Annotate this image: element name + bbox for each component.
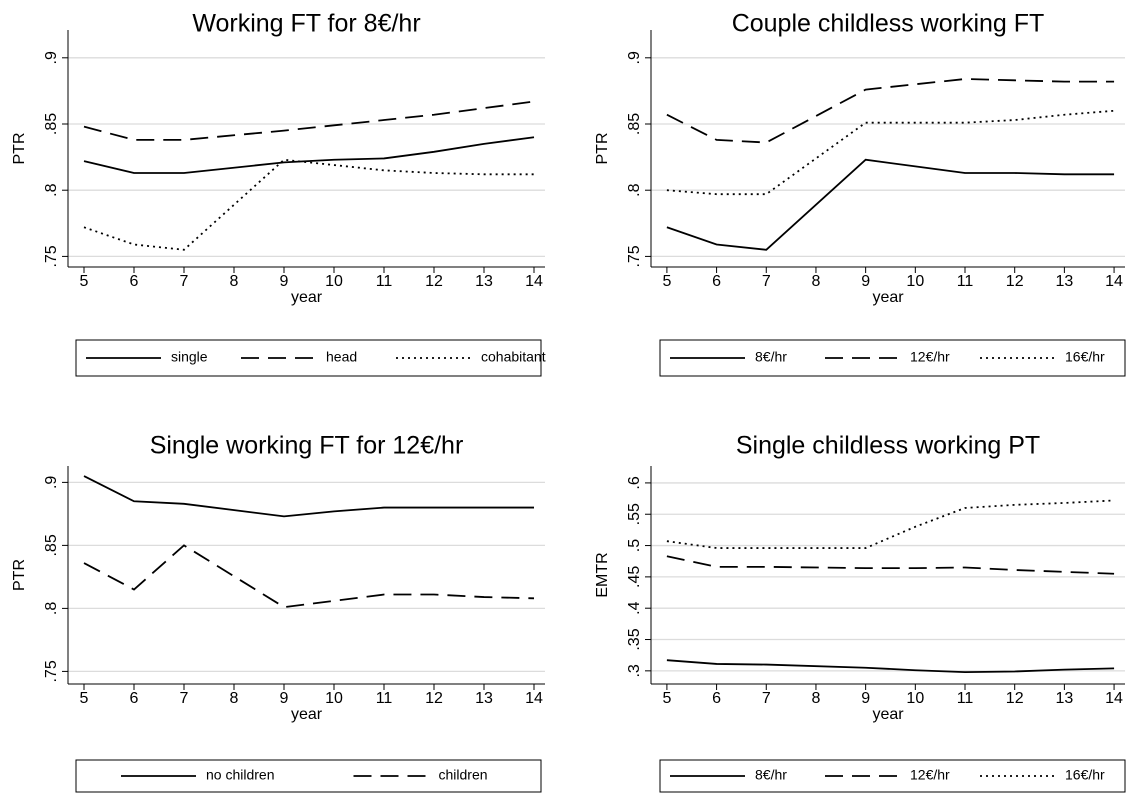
x-tick-label: 11 [376, 273, 393, 290]
x-tick-label: 9 [861, 690, 870, 707]
legend-label: cohabitant [481, 349, 546, 365]
x-tick-label: 12 [1006, 273, 1024, 290]
legend-label: single [171, 349, 208, 365]
chart-title: Single childless working PT [736, 432, 1040, 460]
y-tick-label: .6 [626, 476, 643, 489]
y-tick-label: .45 [626, 566, 643, 588]
series-line [83, 544, 535, 609]
x-tick-label: 14 [1105, 690, 1123, 707]
x-tick-label: 13 [1055, 690, 1073, 707]
series-line [666, 109, 1115, 196]
x-tick-label: 6 [130, 273, 139, 290]
series-line [83, 100, 535, 141]
series-line [83, 475, 534, 518]
legend-label: 16€/hr [1065, 767, 1105, 783]
x-tick-label: 8 [812, 690, 821, 707]
y-tick-label: .35 [626, 628, 643, 650]
y-tick-label: .75 [626, 245, 643, 267]
x-tick-label: 12 [425, 690, 443, 707]
y-tick-label: .8 [43, 602, 60, 615]
x-tick-label: 9 [861, 273, 870, 290]
y-tick-label: .5 [626, 539, 643, 552]
chart-title: Single working FT for 12€/hr [150, 432, 464, 460]
y-tick-label: .8 [43, 183, 60, 196]
x-tick-label: 6 [712, 273, 721, 290]
x-tick-label: 9 [280, 273, 289, 290]
x-axis-label: year [291, 289, 323, 306]
x-tick-label: 7 [762, 273, 771, 290]
y-tick-label: .55 [626, 503, 643, 525]
y-axis-label: PTR [11, 559, 28, 591]
x-tick-label: 13 [475, 273, 493, 290]
x-tick-label: 14 [525, 690, 543, 707]
legend-box [659, 759, 1126, 793]
x-axis-label: year [872, 289, 904, 306]
x-tick-label: 14 [525, 273, 543, 290]
x-axis-label: year [872, 706, 904, 723]
series-line [666, 499, 1115, 549]
x-tick-label: 11 [376, 690, 393, 707]
x-tick-label: 9 [280, 690, 289, 707]
y-tick-label: .85 [43, 534, 60, 556]
y-tick-label: .4 [626, 601, 643, 614]
legend-label: no children [206, 767, 275, 783]
x-tick-label: 8 [230, 273, 239, 290]
x-tick-label: 10 [906, 690, 924, 707]
x-tick-label: 8 [812, 273, 821, 290]
y-axis-label: PTR [11, 133, 28, 165]
x-tick-label: 10 [325, 273, 343, 290]
legend-label: head [326, 349, 357, 365]
chart-title: Working FT for 8€/hr [192, 10, 420, 38]
series-line [83, 158, 534, 251]
legend-box [659, 339, 1126, 377]
x-tick-label: 7 [762, 690, 771, 707]
y-tick-label: .85 [626, 113, 643, 135]
legend-label: 16€/hr [1065, 349, 1105, 365]
x-tick-label: 13 [1055, 273, 1073, 290]
legend-box [75, 339, 542, 377]
y-tick-label: .85 [43, 113, 60, 135]
x-tick-label: 13 [475, 690, 493, 707]
y-tick-label: .9 [43, 476, 60, 489]
legend-box [75, 759, 542, 793]
legend-label: 12€/hr [910, 767, 950, 783]
y-tick-label: .9 [626, 51, 643, 64]
series-line [83, 136, 535, 174]
x-tick-label: 6 [130, 690, 139, 707]
series-line [666, 78, 1115, 144]
x-tick-label: 5 [662, 273, 671, 290]
x-tick-label: 14 [1105, 273, 1123, 290]
x-tick-label: 10 [325, 690, 343, 707]
x-tick-label: 11 [957, 690, 974, 707]
legend-label: 8€/hr [755, 349, 787, 365]
y-tick-label: .75 [43, 660, 60, 682]
x-tick-label: 5 [662, 690, 671, 707]
x-tick-label: 12 [425, 273, 443, 290]
y-tick-label: .9 [43, 51, 60, 64]
y-axis-label: PTR [594, 133, 611, 165]
x-tick-label: 7 [180, 273, 189, 290]
x-tick-label: 11 [957, 273, 974, 290]
y-axis-label: EMTR [594, 552, 611, 597]
legend-label: 8€/hr [755, 767, 787, 783]
x-tick-label: 5 [80, 690, 89, 707]
series-line [666, 158, 1115, 251]
x-tick-label: 5 [80, 273, 89, 290]
x-tick-label: 12 [1006, 690, 1024, 707]
y-tick-label: .8 [626, 183, 643, 196]
x-tick-label: 6 [712, 690, 721, 707]
legend-label: children [439, 767, 488, 783]
series-line [666, 555, 1115, 575]
series-line [666, 659, 1115, 673]
y-tick-label: .75 [43, 245, 60, 267]
y-tick-label: .3 [626, 664, 643, 677]
legend-label: 12€/hr [910, 349, 950, 365]
chart-title: Couple childless working FT [732, 10, 1045, 38]
x-axis-label: year [291, 706, 323, 723]
x-tick-label: 7 [180, 690, 189, 707]
x-tick-label: 8 [230, 690, 239, 707]
x-tick-label: 10 [906, 273, 924, 290]
